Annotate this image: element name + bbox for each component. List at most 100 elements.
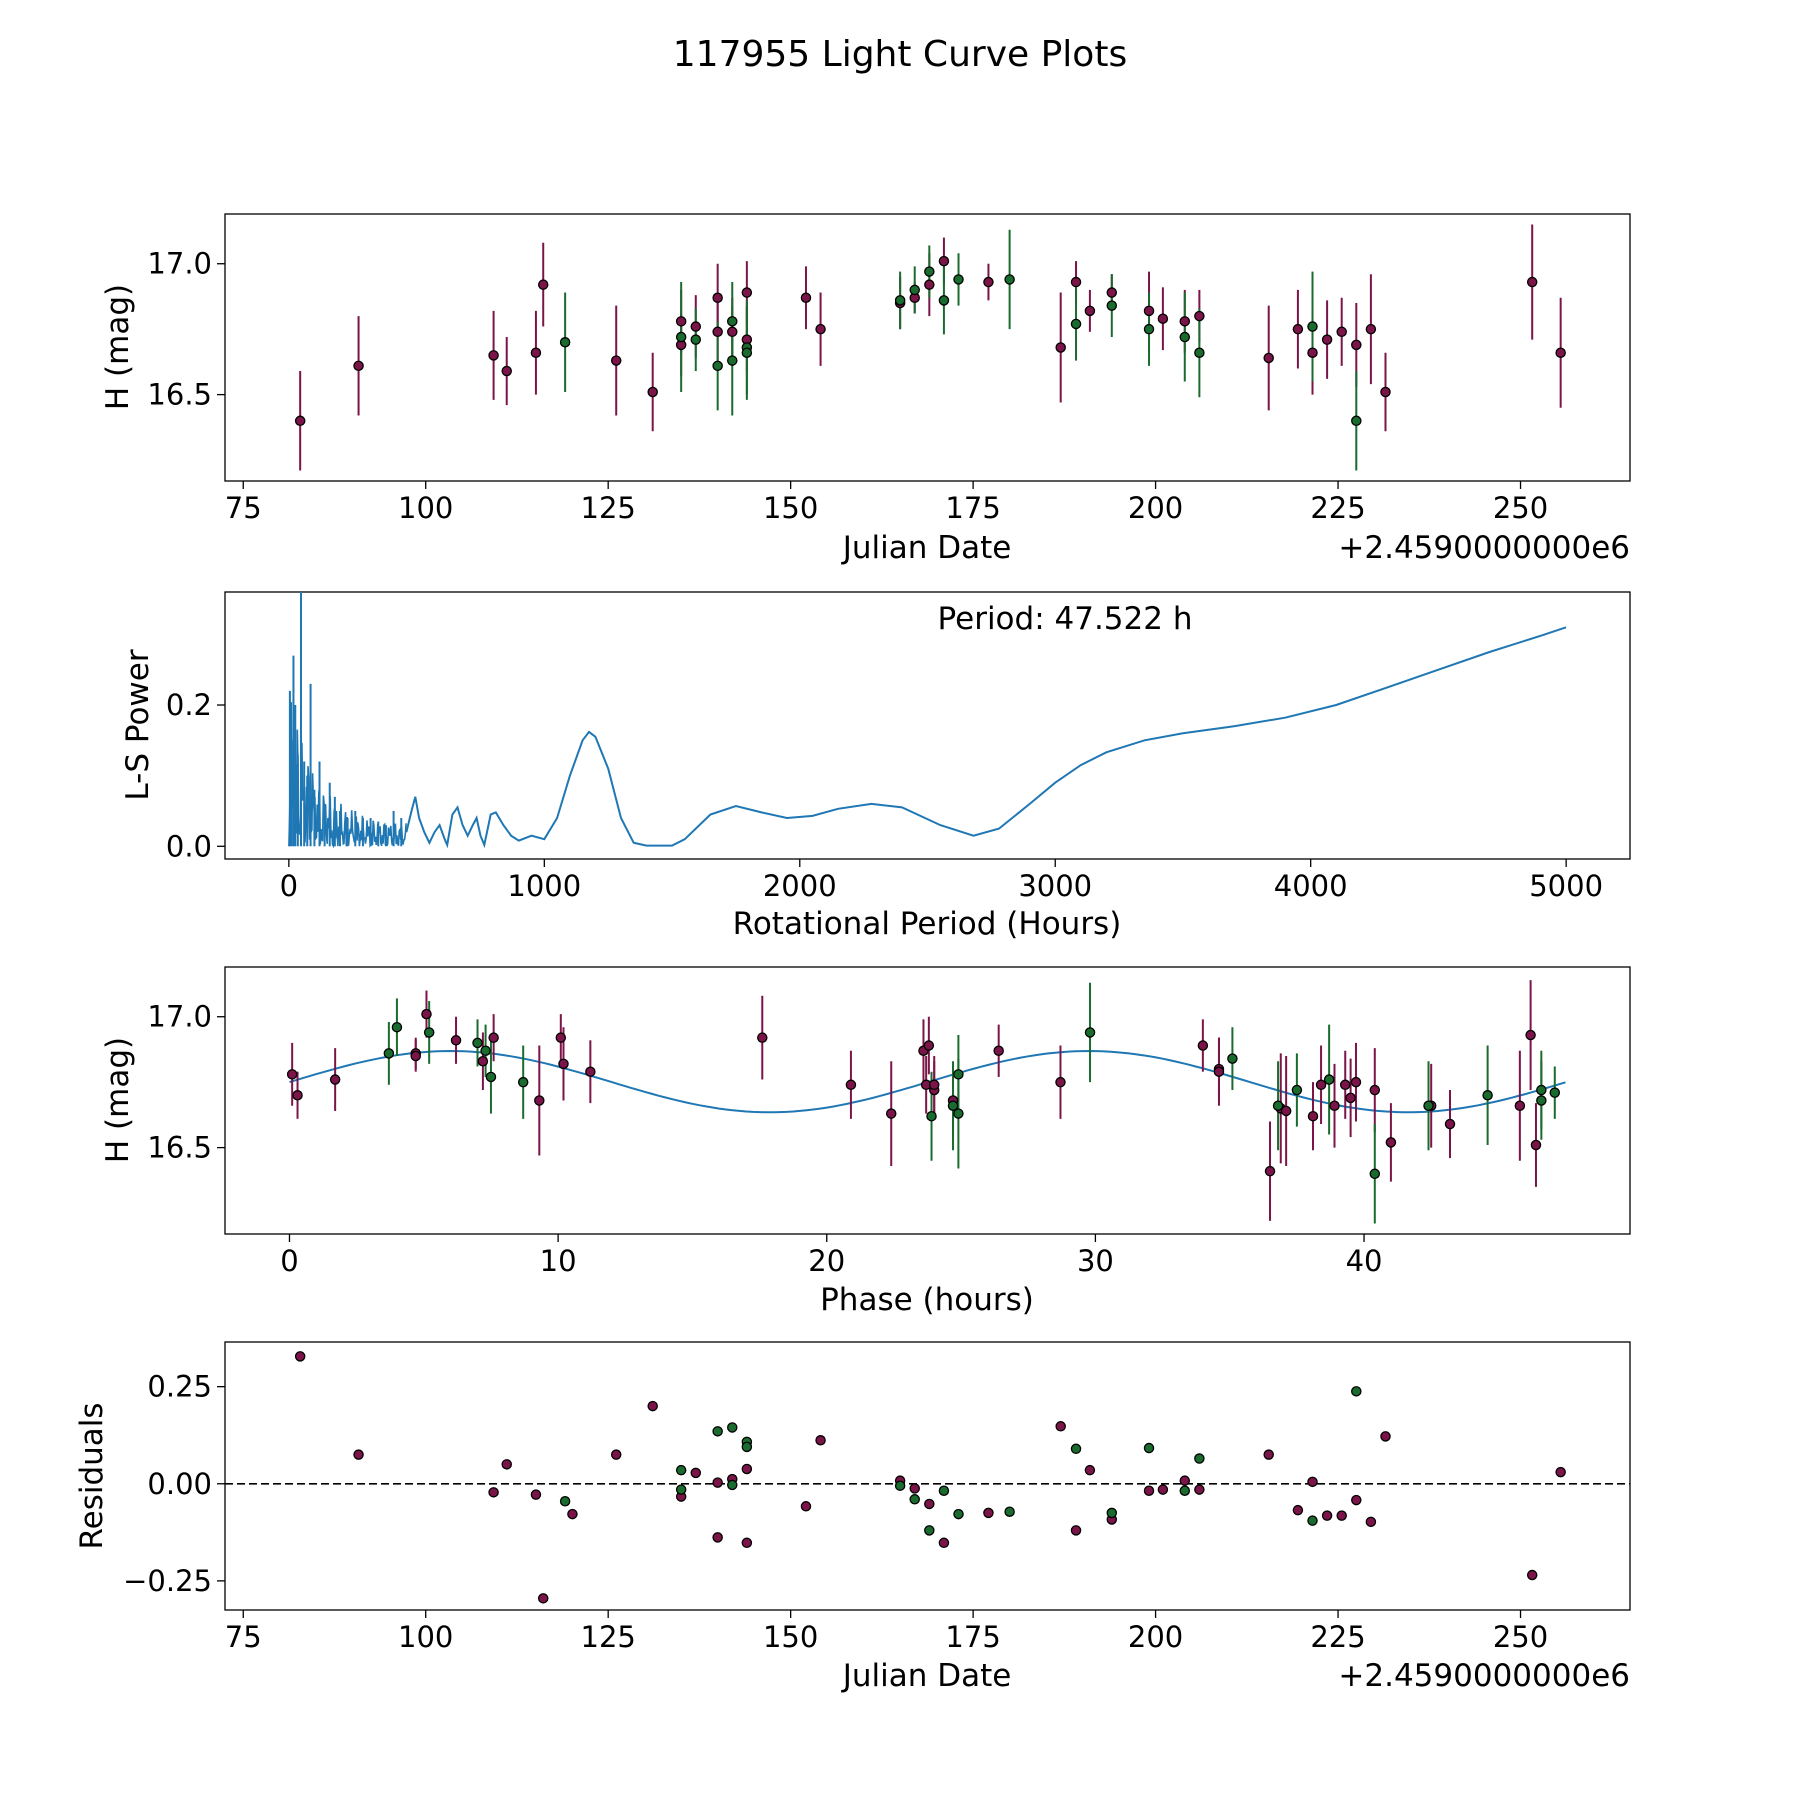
- x-tick-label: 175: [945, 491, 1000, 525]
- residuals-panel: 75 100 125 150 175 200 225 250 −0.25 0.00 0.25 Jul…: [74, 1341, 1631, 1694]
- magenta-data-point: [924, 279, 935, 290]
- green-data-point: [480, 1045, 491, 1057]
- magenta-data-point: [1084, 305, 1096, 317]
- magenta-data-point: [1055, 1076, 1066, 1088]
- magenta-data-point: [1336, 1510, 1347, 1521]
- y-tick-label: 17.0: [147, 1000, 212, 1034]
- green-data-point: [894, 1480, 906, 1491]
- green-data-point: [1106, 300, 1118, 311]
- magenta-data-point: [1292, 323, 1304, 335]
- magenta-data-point: [923, 1040, 935, 1051]
- green-data-point: [1549, 1087, 1561, 1098]
- green-data-point: [712, 1426, 723, 1437]
- green-data-point: [1004, 274, 1015, 285]
- magenta-data-point: [1179, 1475, 1191, 1486]
- lightcurve-panel: 75 100 125 150 175 200 225 250 16.5 17.0 Julian D…: [100, 213, 1631, 566]
- green-data-point: [712, 360, 723, 372]
- green-data-point: [1307, 1515, 1318, 1526]
- x-tick-label: 200: [1128, 491, 1183, 525]
- x-tick-label: 75: [225, 1620, 262, 1654]
- magenta-data-point: [675, 316, 687, 327]
- green-data-point: [517, 1076, 529, 1088]
- residuals-xlabel: Julian Date: [841, 1658, 1012, 1694]
- green-data-point: [1272, 1100, 1284, 1111]
- magenta-data-point: [1351, 1494, 1362, 1506]
- x-tick-label: 10: [540, 1244, 577, 1278]
- magenta-data-point: [1307, 347, 1318, 358]
- periodogram-marks: [288, 592, 1567, 849]
- magenta-data-point: [800, 292, 812, 304]
- green-data-point: [1179, 331, 1191, 343]
- magenta-data-point: [647, 386, 658, 398]
- y-tick-label: 0.25: [147, 1370, 212, 1404]
- magenta-data-point: [712, 1532, 723, 1543]
- residuals-offset-label: +2.4590000000e6: [1338, 1658, 1630, 1694]
- x-tick-label: 20: [808, 1244, 845, 1278]
- magenta-data-point: [690, 1467, 702, 1479]
- lightcurve-marks: [294, 224, 1566, 471]
- magenta-data-point: [585, 1066, 596, 1077]
- period-annotation: Period: 47.522 h: [938, 601, 1193, 637]
- y-tick-label: 16.5: [147, 378, 212, 412]
- x-tick-label: 40: [1346, 1244, 1383, 1278]
- residuals-axes-frame: [224, 1341, 1631, 1611]
- green-data-point: [1179, 1485, 1191, 1497]
- magenta-data-point: [741, 1537, 753, 1549]
- magenta-data-point: [410, 1050, 421, 1062]
- green-data-point: [472, 1037, 483, 1049]
- green-data-point: [1143, 1442, 1155, 1454]
- magenta-data-point: [924, 1498, 935, 1510]
- residuals-ticks: 75 100 125 150 175 200 225 250 −0.25 0.00 0.25: [123, 1370, 1548, 1654]
- residuals-ylabel: Residuals: [74, 1402, 110, 1549]
- green-data-point: [953, 1069, 964, 1080]
- y-tick-label: −0.25: [123, 1564, 212, 1598]
- green-data-point: [909, 1494, 920, 1505]
- magenta-data-point: [555, 1032, 567, 1043]
- periodogram-xlabel: Rotational Period (Hours): [733, 906, 1122, 942]
- phased-ylabel: H (mag): [100, 1037, 136, 1163]
- lightcurve-axes-frame: [224, 213, 1631, 482]
- green-data-point: [1194, 1453, 1205, 1464]
- lightcurve-xlabel: Julian Date: [841, 530, 1012, 566]
- magenta-data-point: [1194, 310, 1205, 322]
- x-tick-label: 150: [763, 491, 818, 525]
- magenta-data-point: [1321, 1510, 1333, 1521]
- magenta-data-point: [1292, 1504, 1304, 1516]
- periodogram-forest: [288, 702, 407, 849]
- magenta-data-point: [1385, 1137, 1397, 1148]
- magenta-data-point: [610, 355, 622, 366]
- magenta-data-point: [1365, 1516, 1377, 1528]
- phased-axes-frame: [224, 966, 1631, 1235]
- magenta-data-point: [727, 326, 738, 338]
- magenta-data-point: [1307, 1110, 1319, 1122]
- magenta-data-point: [1106, 287, 1118, 298]
- magenta-data-point: [558, 1058, 569, 1070]
- green-data-point: [675, 1464, 687, 1476]
- x-tick-label: 250: [1493, 491, 1548, 525]
- magenta-data-point: [928, 1079, 940, 1091]
- magenta-data-point: [534, 1095, 545, 1106]
- magenta-data-point: [1263, 352, 1274, 364]
- green-data-point: [1070, 318, 1082, 330]
- green-data-point: [727, 355, 738, 366]
- green-data-point: [953, 1508, 964, 1520]
- magenta-data-point: [488, 350, 499, 361]
- magenta-data-point: [537, 1593, 549, 1604]
- periodogram-axes-frame: [224, 591, 1631, 860]
- green-data-point: [559, 1495, 571, 1507]
- magenta-data-point: [1157, 313, 1169, 324]
- periodogram-ticks: 0 1000 2000 3000 4000 5000 0.0 0.2: [166, 688, 1603, 903]
- green-data-point: [909, 284, 920, 296]
- magenta-data-point: [294, 1351, 306, 1362]
- green-data-point: [1351, 1386, 1362, 1397]
- green-data-point: [1004, 1506, 1015, 1517]
- green-data-point: [953, 274, 964, 285]
- magenta-data-point: [1179, 316, 1191, 327]
- magenta-data-point: [1525, 1029, 1536, 1041]
- x-tick-label: 225: [1310, 491, 1365, 525]
- phased-marks: [286, 980, 1566, 1224]
- green-data-point: [1482, 1090, 1493, 1101]
- magenta-data-point: [885, 1108, 897, 1119]
- green-data-point: [1351, 415, 1362, 427]
- lightcurve-offset-label: +2.4590000000e6: [1338, 530, 1630, 566]
